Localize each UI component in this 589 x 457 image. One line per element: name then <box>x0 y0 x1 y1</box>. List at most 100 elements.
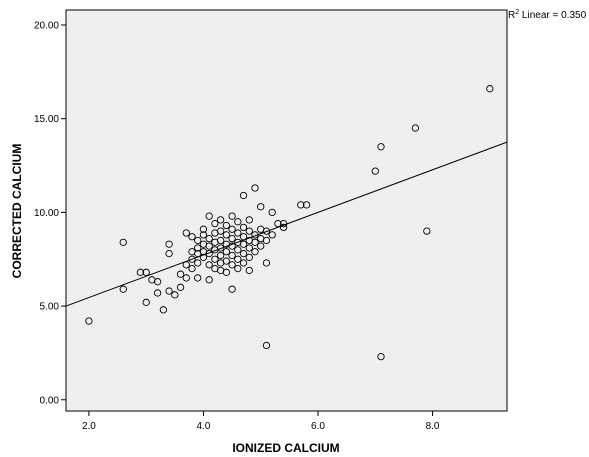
data-point <box>142 298 150 306</box>
y-tick-label: 0.00 <box>40 395 60 406</box>
data-point <box>268 208 276 217</box>
x-tick-label: 8.0 <box>426 421 440 432</box>
data-point <box>239 223 248 232</box>
data-point <box>234 255 242 263</box>
data-point <box>228 225 236 233</box>
data-point <box>239 240 248 248</box>
x-axis-title: IONIZED CALCIUM <box>232 441 339 455</box>
data-point <box>205 276 213 284</box>
data-point <box>234 218 242 226</box>
data-point <box>279 219 288 228</box>
data-point <box>297 201 305 209</box>
data-point <box>239 249 248 258</box>
data-point <box>268 231 276 239</box>
data-point <box>234 229 242 237</box>
data-point <box>377 143 385 151</box>
data-point <box>165 240 173 248</box>
data-point <box>423 227 431 235</box>
data-point <box>176 270 185 278</box>
data-point <box>176 283 185 291</box>
data-point <box>205 261 213 269</box>
data-point <box>245 244 253 252</box>
data-point <box>119 238 127 247</box>
y-tick-label: 20.00 <box>34 20 59 31</box>
data-point <box>245 266 253 275</box>
data-point <box>262 341 271 350</box>
data-point <box>165 287 173 295</box>
y-tick-label: 15.00 <box>34 114 59 125</box>
data-point <box>251 184 259 192</box>
data-point <box>239 233 248 241</box>
data-point <box>251 248 259 256</box>
data-point <box>222 221 231 230</box>
data-point <box>222 231 231 239</box>
data-point <box>194 244 202 252</box>
data-point <box>234 246 242 254</box>
data-point <box>136 268 145 276</box>
data-point <box>194 236 202 245</box>
data-point <box>222 257 231 265</box>
data-point <box>245 253 253 261</box>
data-point <box>228 242 236 250</box>
data-point <box>199 253 208 261</box>
data-point <box>159 306 168 314</box>
data-point <box>216 251 225 260</box>
data-point <box>182 274 190 282</box>
data-point <box>251 231 259 239</box>
data-point <box>153 278 162 286</box>
data-point <box>371 167 379 175</box>
data-point <box>153 289 162 297</box>
data-point <box>211 219 219 228</box>
data-point <box>165 249 173 258</box>
data-point <box>377 353 385 361</box>
plot-area <box>65 9 508 412</box>
y-tick-label: 5.00 <box>40 302 60 313</box>
data-point <box>216 227 225 235</box>
data-point <box>251 238 259 247</box>
data-point <box>279 223 288 232</box>
data-point <box>245 216 253 224</box>
data-point <box>245 227 253 235</box>
data-point <box>222 268 231 276</box>
r-squared-label: R2 Linear = 0.350 <box>508 9 587 21</box>
data-point <box>262 259 271 267</box>
data-point <box>205 234 213 243</box>
data-point <box>228 285 236 293</box>
data-point <box>257 203 265 211</box>
data-point <box>205 212 213 220</box>
data-point <box>142 268 150 276</box>
x-tick-label: 4.0 <box>197 421 211 432</box>
data-point <box>205 249 213 258</box>
data-point <box>188 264 196 273</box>
data-point <box>216 216 225 224</box>
data-point <box>262 236 271 245</box>
data-point <box>228 261 236 269</box>
data-point <box>274 219 282 228</box>
data-point <box>216 236 225 245</box>
data-point <box>194 274 202 282</box>
axes: 2.0 4.0 6.0 8.0 0.00 5.00 10.00 15.00 20.00 <box>34 20 440 432</box>
data-point <box>228 234 236 243</box>
data-point <box>222 248 231 256</box>
data-point <box>199 231 208 239</box>
data-point <box>211 255 219 263</box>
x-tick-label: 2.0 <box>82 421 96 432</box>
data-point <box>302 201 311 209</box>
x-tick-label: 6.0 <box>311 421 325 432</box>
y-tick-label: 10.00 <box>34 208 59 219</box>
data-point <box>188 255 196 263</box>
data-point <box>199 225 208 233</box>
data-point <box>182 229 190 237</box>
data-point <box>171 291 179 299</box>
data-point <box>411 124 420 132</box>
data-point <box>239 191 248 200</box>
data-point <box>182 261 190 269</box>
data-point <box>216 244 225 252</box>
y-axis-title: CORRECTED CALCIUM <box>10 144 24 279</box>
data-point <box>228 212 236 220</box>
data-point <box>234 264 242 273</box>
data-point <box>486 85 494 93</box>
data-points <box>85 85 494 361</box>
data-point <box>194 259 202 267</box>
